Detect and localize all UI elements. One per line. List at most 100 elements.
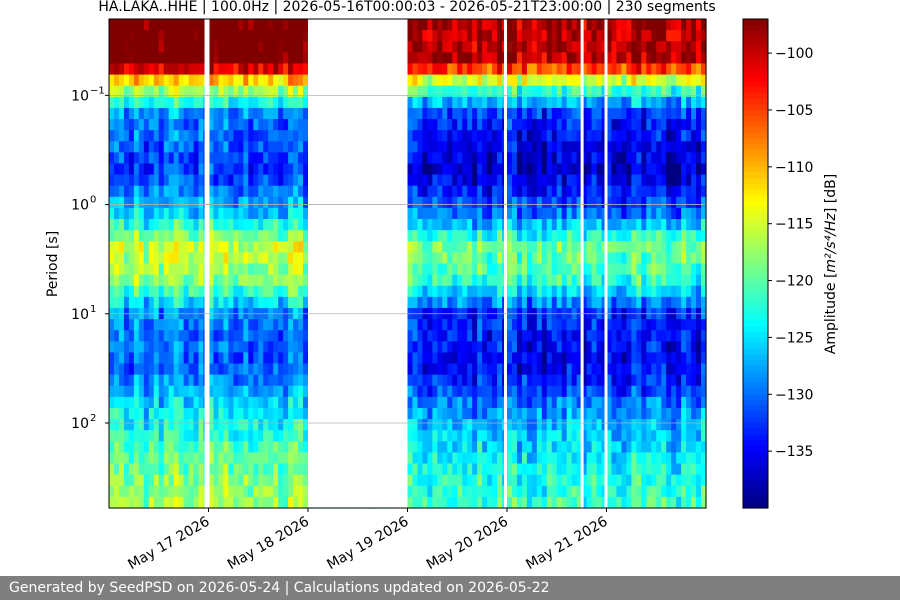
heatmap-cell xyxy=(422,96,428,109)
heatmap-cell xyxy=(581,419,588,431)
heatmap-cell xyxy=(596,174,603,187)
heatmap-cell xyxy=(656,441,662,454)
heatmap-cell xyxy=(407,107,414,120)
heatmap-cell xyxy=(521,119,528,131)
heatmap-cell xyxy=(148,407,155,420)
heatmap-cell xyxy=(487,119,493,131)
heatmap-cell xyxy=(118,30,125,42)
heatmap-cell xyxy=(118,252,125,265)
heatmap-cell xyxy=(238,119,244,131)
heatmap-cell xyxy=(447,141,453,153)
heatmap-cell xyxy=(457,274,463,287)
heatmap-cell xyxy=(621,119,627,131)
heatmap-cell xyxy=(109,230,115,242)
heatmap-cell xyxy=(422,474,428,487)
heatmap-cell xyxy=(646,185,652,198)
heatmap-cell xyxy=(661,474,667,487)
heatmap-cell xyxy=(536,185,543,198)
heatmap-cell xyxy=(646,130,652,142)
heatmap-cell xyxy=(541,363,548,376)
heatmap-cell xyxy=(293,452,299,465)
heatmap-cell xyxy=(616,430,623,442)
heatmap-cell xyxy=(208,41,215,53)
heatmap-cell xyxy=(193,496,200,509)
heatmap-cell xyxy=(536,85,543,98)
heatmap-cell xyxy=(507,319,513,331)
heatmap-cell xyxy=(482,341,488,354)
heatmap-cell xyxy=(646,96,652,109)
heatmap-cell xyxy=(188,485,195,498)
heatmap-cell xyxy=(521,452,528,465)
heatmap-cell xyxy=(183,174,190,187)
heatmap-cell xyxy=(303,485,309,498)
heatmap-cell xyxy=(422,319,428,331)
heatmap-cell xyxy=(213,352,220,365)
heatmap-cell xyxy=(253,496,259,509)
heatmap-cell xyxy=(417,352,424,365)
heatmap-cell xyxy=(516,74,523,87)
heatmap-cell xyxy=(546,119,553,131)
heatmap-cell xyxy=(541,441,548,454)
heatmap-cell xyxy=(143,452,150,465)
heatmap-cell xyxy=(541,30,548,42)
heatmap-cell xyxy=(173,141,180,153)
heatmap-cell xyxy=(626,319,632,331)
heatmap-cell xyxy=(432,19,438,31)
heatmap-cell xyxy=(298,363,304,376)
heatmap-cell xyxy=(188,407,195,420)
heatmap-cell xyxy=(477,30,483,42)
heatmap-cell xyxy=(447,463,453,476)
heatmap-cell xyxy=(133,474,140,487)
heatmap-cell xyxy=(531,196,538,209)
heatmap-cell xyxy=(507,130,513,142)
heatmap-cell xyxy=(298,230,304,242)
heatmap-cell xyxy=(178,319,185,331)
heatmap-cell xyxy=(248,19,254,31)
heatmap-cell xyxy=(661,63,667,76)
heatmap-cell xyxy=(223,230,229,242)
heatmap-cell xyxy=(661,496,667,509)
heatmap-cell xyxy=(666,41,672,53)
heatmap-cell xyxy=(128,41,135,53)
heatmap-cell xyxy=(497,430,503,442)
heatmap-cell xyxy=(228,274,234,287)
heatmap-cell xyxy=(283,396,289,409)
heatmap-cell xyxy=(571,363,578,376)
heatmap-cell xyxy=(666,185,672,198)
heatmap-cell xyxy=(109,263,115,276)
heatmap-cell xyxy=(591,219,598,231)
heatmap-cell xyxy=(452,396,458,409)
heatmap-cell xyxy=(526,396,533,409)
heatmap-cell xyxy=(268,319,274,331)
heatmap-cell xyxy=(656,252,662,265)
heatmap-cell xyxy=(606,119,613,131)
heatmap-cell xyxy=(253,152,259,165)
heatmap-cell xyxy=(442,285,448,298)
heatmap-cell xyxy=(541,252,548,265)
heatmap-cell xyxy=(477,230,483,242)
heatmap-cell xyxy=(263,174,269,187)
heatmap-cell xyxy=(606,52,613,65)
heatmap-cell xyxy=(561,363,568,376)
heatmap-cell xyxy=(531,96,538,109)
heatmap-cell xyxy=(571,274,578,287)
heatmap-cell xyxy=(123,241,130,253)
heatmap-cell xyxy=(462,219,468,231)
heatmap-cell xyxy=(636,63,642,76)
heatmap-cell xyxy=(541,485,548,498)
heatmap-cell xyxy=(133,430,140,442)
heatmap-cell xyxy=(457,330,463,342)
heatmap-cell xyxy=(492,263,498,276)
heatmap-cell xyxy=(143,441,150,454)
heatmap-cell xyxy=(288,396,294,409)
heatmap-cell xyxy=(253,363,259,376)
heatmap-cell xyxy=(546,463,553,476)
heatmap-cell xyxy=(278,407,284,420)
heatmap-cell xyxy=(541,385,548,398)
heatmap-cell xyxy=(497,496,503,509)
heatmap-cell xyxy=(178,174,185,187)
heatmap-cell xyxy=(566,407,573,420)
heatmap-cell xyxy=(666,196,672,209)
heatmap-cell xyxy=(462,41,468,53)
heatmap-cell xyxy=(621,174,627,187)
